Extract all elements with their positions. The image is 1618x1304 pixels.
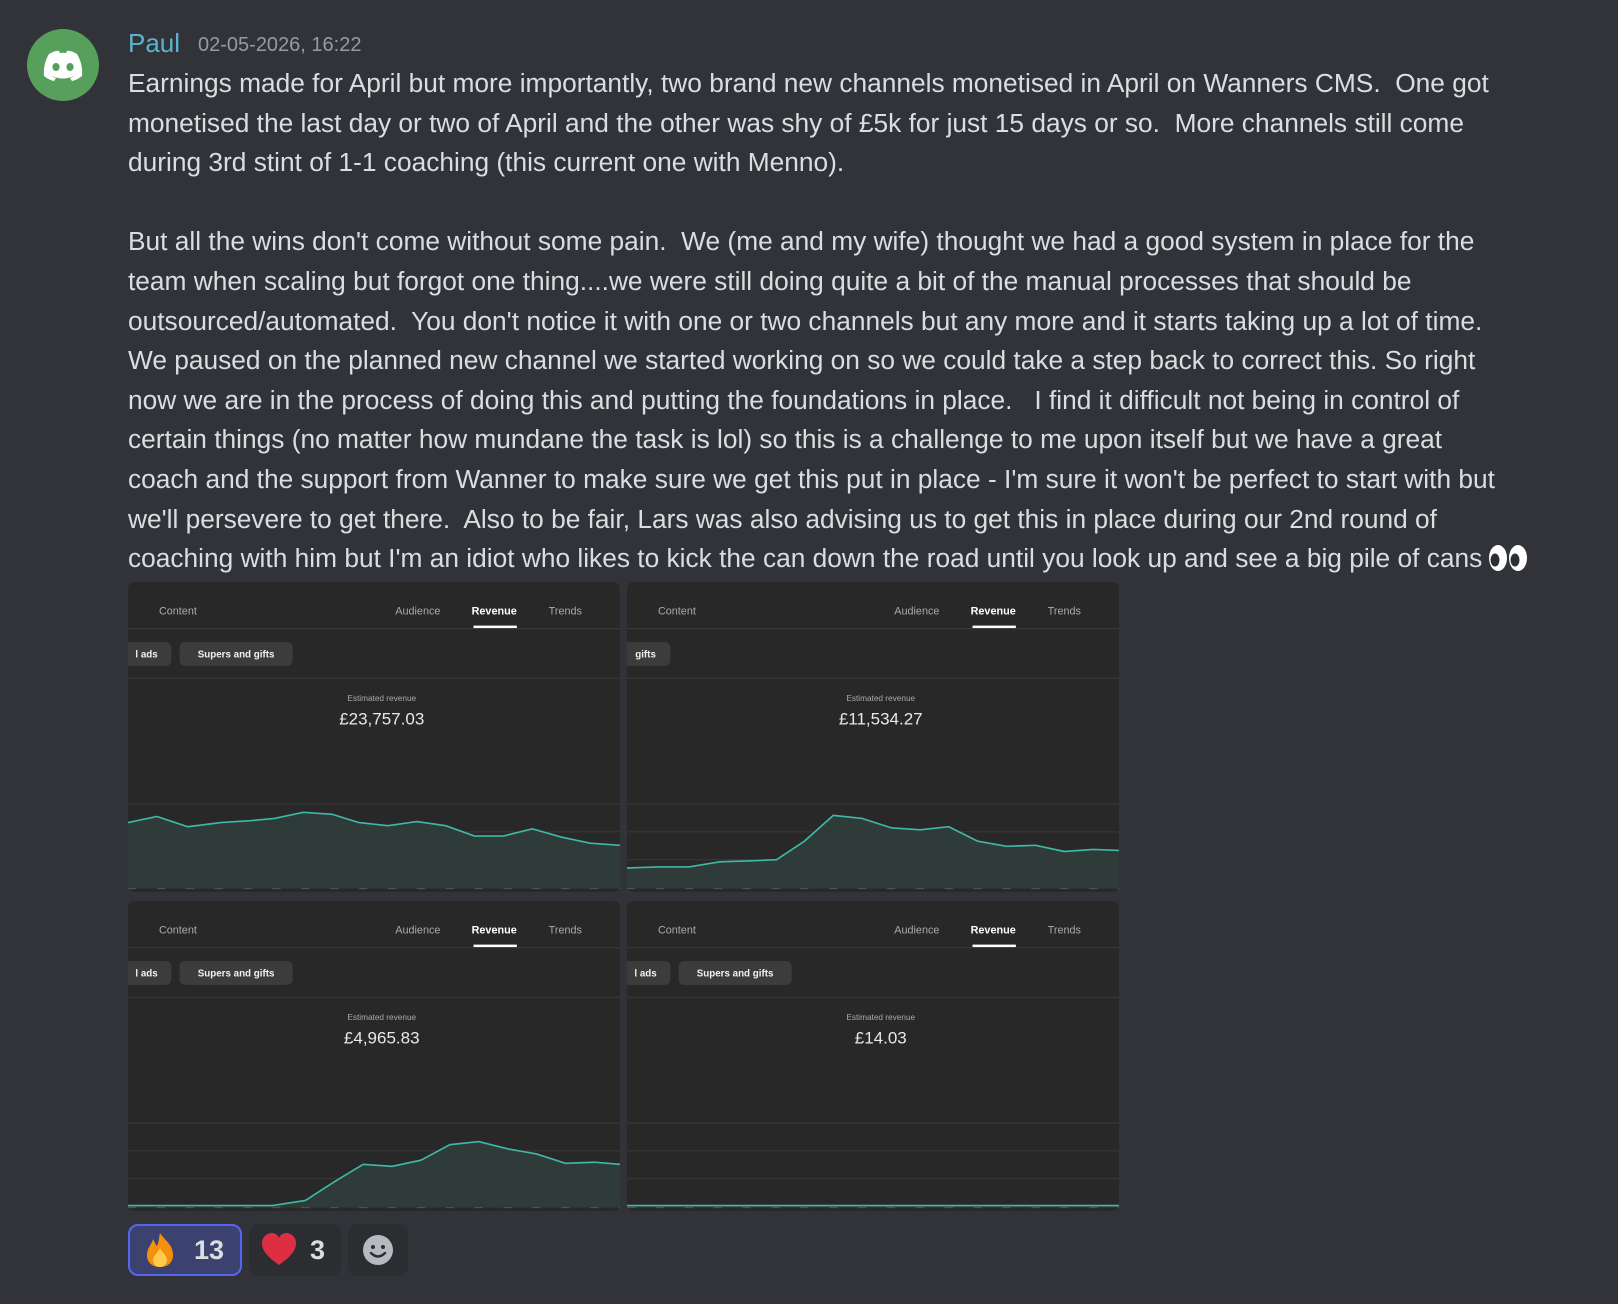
- tab-underline: [972, 944, 1016, 948]
- reaction-fire[interactable]: 13: [128, 1224, 242, 1276]
- text-line: team when scaling but forgot one thing..…: [128, 265, 1412, 296]
- metric-value: £4,965.83: [344, 1029, 420, 1048]
- filter-chip: [128, 961, 172, 985]
- paragraph: Earnings made for April but more importa…: [128, 64, 1528, 183]
- revenue-screenshot[interactable]: Content Audience Revenue Trends l ads Supers …: [128, 582, 620, 892]
- revenue-screenshot[interactable]: Content Audience Revenue Trends l ads Supers …: [627, 901, 1119, 1211]
- text-line: coach and the support from Wanner to mak…: [128, 463, 1495, 494]
- author-name[interactable]: Paul: [128, 28, 181, 58]
- reaction-count: 3: [310, 1234, 326, 1265]
- text-line: outsourced/automated. You don't notice i…: [128, 305, 1483, 336]
- fire-emoji: [147, 1233, 173, 1267]
- tab: Trends: [549, 605, 583, 617]
- chart-line: [627, 814, 1119, 869]
- metric-label: Estimated revenue: [846, 694, 915, 703]
- filter-chip: [627, 642, 671, 666]
- revenue-screenshot[interactable]: Content Audience Revenue Trends l ads Supers …: [128, 901, 620, 1211]
- tab: Trends: [1048, 605, 1082, 617]
- tab: Content: [658, 924, 696, 936]
- chip-label: l ads: [135, 650, 158, 661]
- filter-chip: [128, 642, 172, 666]
- filter-chip: [179, 961, 293, 985]
- add-reaction[interactable]: [348, 1224, 408, 1276]
- tab-underline: [972, 625, 1016, 629]
- tab-underline: [473, 944, 517, 948]
- chart-area: [627, 815, 1119, 889]
- metric-label: Estimated revenue: [347, 1013, 416, 1022]
- metric-value: £14.03: [855, 1029, 907, 1048]
- chip-label: Supers and gifts: [697, 969, 774, 980]
- reaction-heart[interactable]: 3: [249, 1224, 341, 1276]
- add-reaction-icon: [363, 1235, 393, 1265]
- text-line: We paused on the planned new channel we …: [128, 345, 1476, 376]
- chart-area: [128, 1141, 620, 1208]
- tab: Trends: [549, 924, 583, 936]
- pupil: [1510, 553, 1520, 567]
- text-line: monetised the last day or two of April a…: [128, 107, 1464, 138]
- pupil: [1490, 553, 1500, 567]
- tab-underline: [473, 625, 517, 629]
- chart-line: [128, 1140, 620, 1207]
- attachments: Content Audience Revenue Trends l ads Supers …: [128, 582, 1119, 1211]
- heart-emoji: [262, 1233, 296, 1265]
- chip-label: l ads: [634, 969, 657, 980]
- chart-line: [128, 811, 620, 847]
- filter-chip: [179, 642, 293, 666]
- tab: Trends: [1048, 924, 1082, 936]
- tab: Content: [159, 924, 197, 936]
- text-line: during 3rd stint of 1-1 coaching (this c…: [128, 147, 845, 178]
- text-line: coaching with him but I'm an idiot who l…: [128, 539, 1528, 579]
- metric-value: £23,757.03: [339, 710, 424, 729]
- chip-label: gifts: [635, 650, 656, 661]
- paragraph: But all the wins don't come without some…: [128, 222, 1528, 578]
- chip-label: Supers and gifts: [198, 650, 275, 661]
- tab: Audience: [894, 924, 939, 936]
- message-body: Earnings made for April but more importa…: [128, 64, 1528, 579]
- chip-label: l ads: [135, 969, 158, 980]
- reaction-count: 13: [194, 1234, 225, 1265]
- tab: Audience: [894, 605, 939, 617]
- filter-chip: [627, 961, 671, 985]
- chip-label: Supers and gifts: [198, 969, 275, 980]
- metric-value: £11,534.27: [839, 710, 923, 729]
- tab: Revenue: [472, 605, 517, 617]
- tab: Revenue: [971, 924, 1016, 936]
- chart-area: [128, 812, 620, 889]
- text-line: we'll persevere to get there. Also to be…: [128, 503, 1437, 534]
- text-line: But all the wins don't come without some…: [128, 226, 1475, 257]
- tab: Revenue: [971, 605, 1016, 617]
- eyes-emoji: [1489, 545, 1528, 572]
- tab: Audience: [395, 924, 440, 936]
- avatar[interactable]: [27, 29, 99, 101]
- metric-label: Estimated revenue: [846, 1013, 915, 1022]
- text-line: certain things (no matter how mundane th…: [128, 424, 1443, 455]
- text-line: Earnings made for April but more importa…: [128, 68, 1489, 98]
- panel-bg: [627, 582, 1119, 892]
- timestamp: 02-05-2026, 16:22: [198, 34, 362, 56]
- filter-chip: [678, 961, 792, 985]
- tab: Audience: [395, 605, 440, 617]
- tab: Content: [159, 605, 197, 617]
- revenue-screenshot[interactable]: Content Audience Revenue Trends gifts Estimat…: [627, 582, 1119, 892]
- metric-label: Estimated revenue: [347, 694, 416, 703]
- tab: Revenue: [472, 924, 517, 936]
- tab: Content: [658, 605, 696, 617]
- text-line: now we are in the process of doing this …: [128, 384, 1460, 415]
